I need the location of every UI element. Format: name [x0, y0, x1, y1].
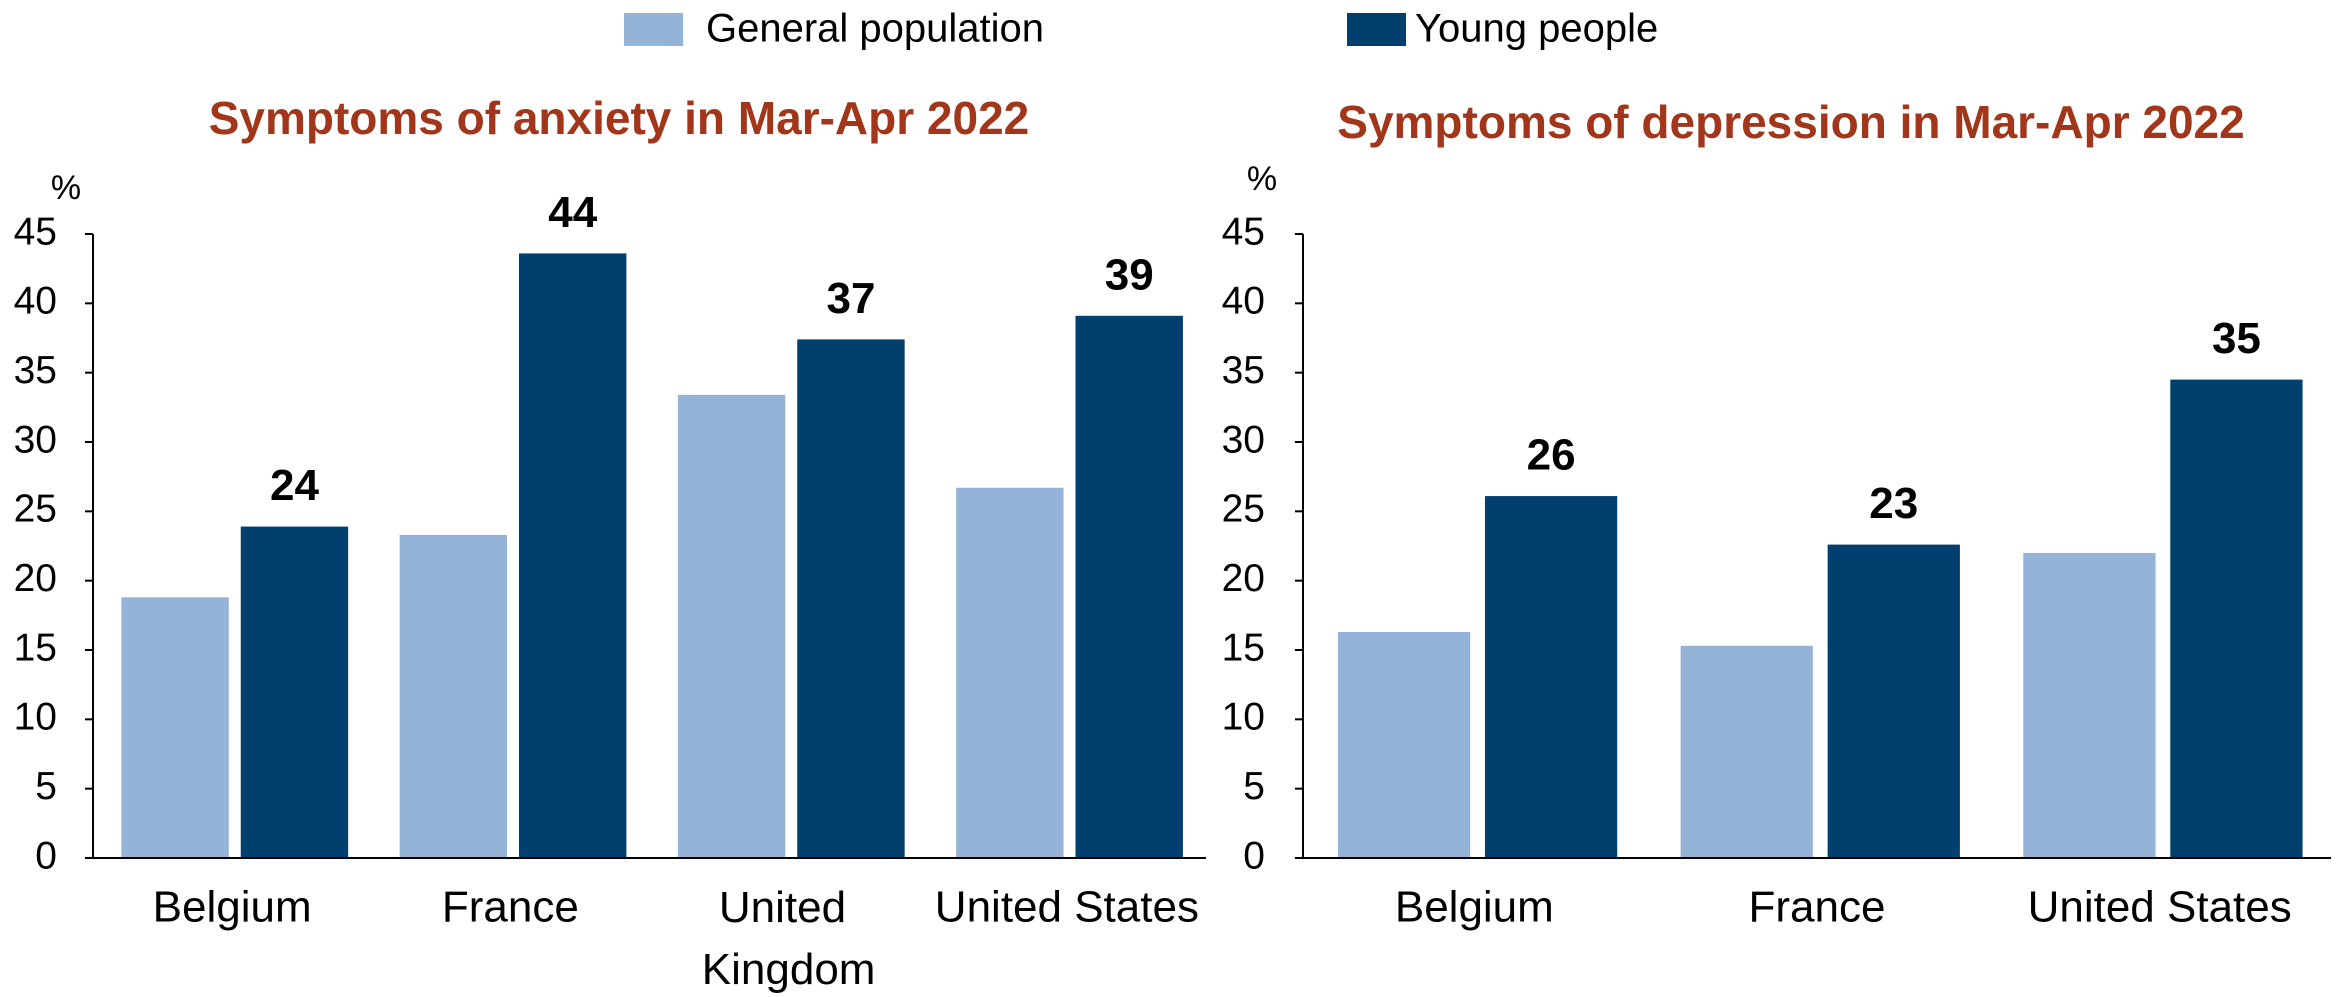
y-axis-unit: % [1247, 160, 1277, 198]
bar [677, 394, 786, 858]
y-tick-label: 45 [14, 210, 57, 253]
y-tick-label: 30 [1222, 418, 1265, 461]
y-tick-label: 0 [35, 834, 57, 877]
y-tick-label: 20 [1222, 557, 1265, 600]
x-tick-label: United States [935, 883, 1199, 932]
bar [2170, 379, 2303, 858]
legend-swatch [1347, 13, 1406, 46]
value-label: 24 [270, 461, 319, 510]
x-tick-label: France [1749, 883, 1886, 932]
y-tick-label: 45 [1222, 210, 1265, 253]
chart-title: Symptoms of anxiety in Mar-Apr 2022 [209, 92, 1030, 144]
value-label: 23 [1869, 479, 1918, 528]
value-label: 44 [548, 188, 597, 237]
bar [1337, 631, 1471, 858]
y-tick-label: 40 [1222, 280, 1265, 323]
bar [956, 487, 1064, 858]
y-tick-label: 5 [1243, 765, 1265, 808]
y-tick-label: 15 [14, 626, 57, 669]
value-label: 39 [1105, 250, 1154, 299]
value-label: 26 [1527, 431, 1576, 480]
x-tick-label: Belgium [1395, 883, 1554, 932]
legend-label: Young people [1415, 7, 1658, 51]
x-tick-label: United Kingdom [702, 883, 876, 994]
value-label: 35 [2212, 314, 2261, 363]
bar [1827, 544, 1960, 858]
bar [519, 253, 627, 858]
y-tick-label: 35 [14, 349, 57, 392]
y-tick-label: 20 [14, 557, 57, 600]
legend-label: General population [706, 7, 1044, 51]
bar [1680, 645, 1813, 858]
y-tick-label: 35 [1222, 349, 1265, 392]
bar [1075, 315, 1183, 858]
bar [797, 339, 905, 858]
y-axis-unit: % [51, 169, 81, 207]
bar [240, 526, 349, 858]
y-tick-label: 15 [1222, 626, 1265, 669]
y-tick-label: 10 [1222, 696, 1265, 739]
x-tick-label: United States [2028, 883, 2292, 932]
value-label: 37 [826, 274, 875, 323]
y-tick-label: 30 [14, 418, 57, 461]
bar [1484, 496, 1618, 858]
bar [399, 534, 508, 858]
y-tick-label: 5 [35, 765, 57, 808]
bar [121, 597, 229, 858]
chart-title: Symptoms of depression in Mar-Apr 2022 [1337, 96, 2244, 148]
y-tick-label: 25 [14, 488, 57, 531]
y-tick-label: 25 [1222, 488, 1265, 531]
bar [2023, 552, 2156, 858]
legend-swatch [624, 13, 683, 46]
y-tick-label: 10 [14, 696, 57, 739]
x-tick-label: Belgium [153, 883, 312, 932]
y-tick-label: 40 [14, 280, 57, 323]
y-tick-label: 0 [1243, 834, 1265, 877]
x-tick-label: France [442, 883, 579, 932]
